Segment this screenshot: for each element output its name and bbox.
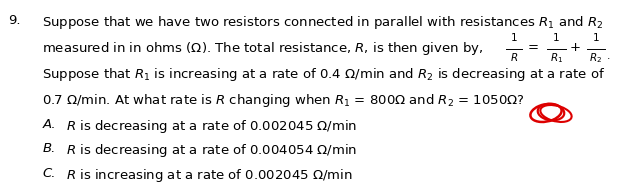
Text: $R_2$: $R_2$ — [590, 51, 602, 65]
Text: C.: C. — [42, 167, 56, 180]
Text: .: . — [607, 51, 610, 61]
Text: +: + — [570, 41, 581, 54]
Text: 1: 1 — [593, 33, 599, 43]
Text: $R_1$: $R_1$ — [550, 51, 563, 65]
Text: D.: D. — [42, 192, 57, 193]
Text: 1: 1 — [553, 33, 560, 43]
Text: 1: 1 — [511, 33, 517, 43]
Text: Suppose that we have two resistors connected in parallel with resistances $R_1$ : Suppose that we have two resistors conne… — [42, 14, 604, 30]
Text: measured in in ohms (Ω). The total resistance, $R$, is then given by,: measured in in ohms (Ω). The total resis… — [42, 40, 484, 57]
Text: $R$: $R$ — [510, 51, 519, 63]
Text: $R$ is decreasing at a rate of 0.002045 Ω/min: $R$ is decreasing at a rate of 0.002045 … — [66, 118, 357, 135]
Text: A.: A. — [42, 118, 56, 131]
Text: $R$ is increasing at a rate of 0.002045 Ω/min: $R$ is increasing at a rate of 0.002045 … — [66, 167, 353, 184]
Text: B.: B. — [42, 142, 56, 156]
Text: =: = — [527, 41, 539, 54]
Text: Suppose that $R_1$ is increasing at a rate of 0.4 Ω/min and $R_2$ is decreasing : Suppose that $R_1$ is increasing at a ra… — [42, 66, 606, 83]
Text: $R$ is increasing at a rate of 0.004054 Ω/min: $R$ is increasing at a rate of 0.004054 … — [66, 192, 353, 193]
Text: 9.: 9. — [8, 14, 21, 26]
Text: $R$ is decreasing at a rate of 0.004054 Ω/min: $R$ is decreasing at a rate of 0.004054 … — [66, 142, 357, 159]
Text: 0.7 Ω/min. At what rate is $R$ changing when $R_1$ = 800Ω and $R_2$ = 1050Ω?: 0.7 Ω/min. At what rate is $R$ changing … — [42, 92, 525, 109]
